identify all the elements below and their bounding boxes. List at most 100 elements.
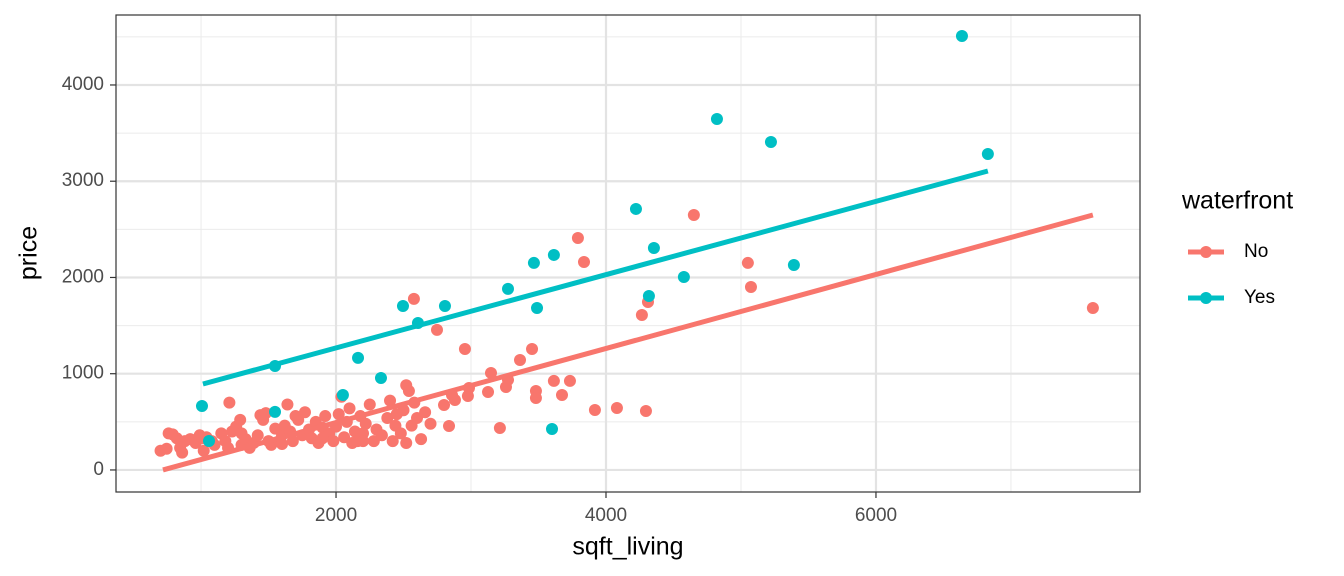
point — [400, 437, 413, 450]
point — [1086, 301, 1099, 314]
legend-key-point — [1200, 292, 1212, 304]
point — [292, 413, 305, 426]
point — [529, 391, 542, 404]
legend-title: waterfront — [1181, 187, 1293, 215]
point — [327, 435, 340, 448]
point — [639, 404, 652, 417]
point — [577, 255, 590, 268]
x-tick-label: 4000 — [585, 505, 627, 526]
point — [298, 406, 311, 419]
y-tick-label: 0 — [93, 459, 104, 480]
point — [197, 444, 210, 457]
point — [286, 435, 299, 448]
point — [677, 270, 690, 283]
point — [493, 421, 506, 434]
point — [281, 398, 294, 411]
point — [359, 417, 372, 430]
point — [741, 256, 754, 269]
point — [419, 406, 432, 419]
y-tick-label: 1000 — [62, 363, 104, 384]
point — [363, 398, 376, 411]
point — [386, 435, 399, 448]
point — [527, 256, 540, 269]
grid — [116, 15, 1140, 492]
x-tick-label: 2000 — [315, 505, 357, 526]
point — [710, 112, 723, 125]
legend-label: No — [1244, 241, 1268, 262]
marks — [154, 29, 1099, 473]
point — [430, 323, 443, 336]
y-axis-title: price — [15, 226, 43, 280]
point — [402, 385, 415, 398]
point — [251, 429, 264, 442]
point — [610, 401, 623, 414]
point — [443, 419, 456, 432]
y-tick-label: 3000 — [62, 170, 104, 191]
point — [629, 202, 642, 215]
point — [390, 408, 403, 421]
fit-line — [202, 168, 989, 387]
point — [588, 403, 601, 416]
x-axis-title: sqft_living — [572, 533, 683, 561]
axes: 2000 4000 6000 0 1000 2000 3000 4000 — [62, 74, 897, 526]
point — [642, 289, 655, 302]
point — [458, 342, 471, 355]
panel-background — [116, 15, 1140, 492]
point — [546, 422, 559, 435]
point — [547, 374, 560, 387]
point — [259, 407, 272, 420]
point — [526, 342, 539, 355]
point — [438, 299, 451, 312]
point — [381, 411, 394, 424]
point — [687, 209, 700, 222]
point — [482, 385, 495, 398]
point — [176, 446, 189, 459]
point — [563, 374, 576, 387]
point — [374, 371, 387, 384]
point — [484, 366, 497, 379]
x-tick-label: 6000 — [855, 505, 897, 526]
fit-line — [162, 212, 1094, 473]
panel-border — [115, 14, 1141, 493]
point — [394, 427, 407, 440]
point — [384, 394, 397, 407]
point — [396, 299, 409, 312]
point — [407, 292, 420, 305]
point — [955, 29, 968, 42]
point — [375, 429, 388, 442]
point — [448, 393, 461, 406]
point — [234, 413, 247, 426]
y-tick-label: 4000 — [62, 74, 104, 95]
point — [571, 232, 584, 245]
point — [276, 437, 289, 450]
point — [787, 258, 800, 271]
point — [357, 435, 370, 448]
point — [424, 417, 437, 430]
point — [352, 351, 365, 364]
point — [764, 135, 777, 148]
legend: waterfront No Yes — [1181, 187, 1293, 308]
point — [744, 280, 757, 293]
point — [332, 408, 345, 421]
point — [316, 432, 329, 445]
legend-key-point — [1200, 246, 1212, 258]
point — [547, 248, 560, 261]
point — [555, 388, 568, 401]
point — [269, 405, 282, 418]
point — [203, 434, 216, 447]
point — [160, 442, 173, 455]
point — [514, 353, 527, 366]
legend-label: Yes — [1244, 287, 1275, 308]
point — [336, 388, 349, 401]
point — [235, 427, 248, 440]
point — [343, 402, 356, 415]
point — [501, 282, 514, 295]
y-tick-label: 2000 — [62, 266, 104, 287]
point — [195, 399, 208, 412]
point — [531, 301, 544, 314]
point — [647, 242, 660, 255]
point — [415, 433, 428, 446]
point — [223, 396, 236, 409]
